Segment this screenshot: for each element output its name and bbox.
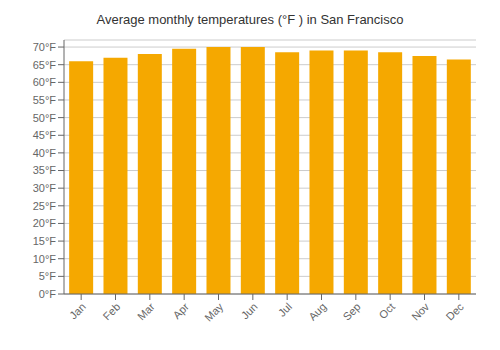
svg-text:May: May [202, 300, 226, 324]
svg-text:65°F: 65°F [33, 59, 57, 71]
svg-text:40°F: 40°F [33, 147, 57, 159]
svg-text:55°F: 55°F [33, 94, 57, 106]
svg-text:15°F: 15°F [33, 235, 57, 247]
svg-text:Sep: Sep [340, 300, 362, 322]
svg-text:Aug: Aug [306, 300, 328, 322]
svg-text:Oct: Oct [377, 300, 398, 321]
svg-text:10°F: 10°F [33, 253, 57, 265]
svg-text:45°F: 45°F [33, 129, 57, 141]
svg-text:30°F: 30°F [33, 182, 57, 194]
svg-text:Dec: Dec [443, 300, 466, 323]
svg-text:Feb: Feb [101, 300, 123, 322]
svg-text:0°F: 0°F [39, 288, 57, 300]
svg-text:70°F: 70°F [33, 41, 57, 53]
svg-text:35°F: 35°F [33, 164, 57, 176]
svg-text:Jan: Jan [67, 300, 88, 321]
svg-text:Jun: Jun [239, 300, 260, 321]
svg-text:Apr: Apr [171, 300, 192, 321]
svg-text:60°F: 60°F [33, 76, 57, 88]
svg-text:5°F: 5°F [39, 270, 57, 282]
svg-text:50°F: 50°F [33, 112, 57, 124]
svg-text:Mar: Mar [135, 300, 157, 322]
svg-text:Nov: Nov [409, 300, 432, 323]
svg-text:20°F: 20°F [33, 217, 57, 229]
html-text:Average monthly temperatures (: Average monthly temperatures (°F ) in Sa… [96, 12, 404, 27]
svg-text:25°F: 25°F [33, 200, 57, 212]
svg-text:Jul: Jul [276, 300, 294, 318]
